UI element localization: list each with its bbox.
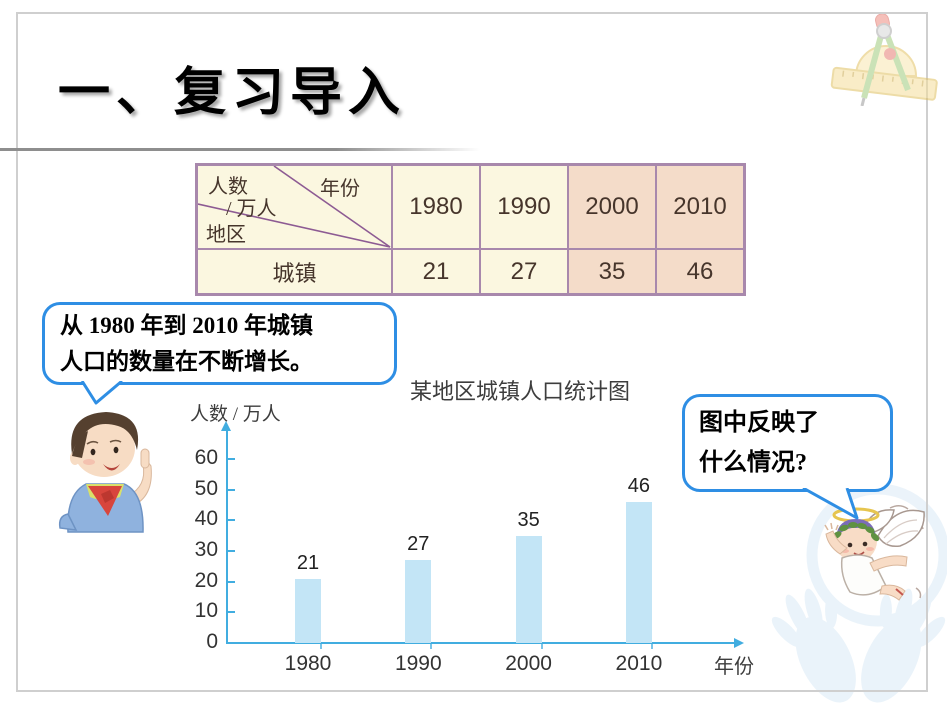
- speech-bubble-right-tail: [802, 488, 859, 520]
- compass-ruler-icon: [830, 14, 938, 106]
- x-axis-arrow-icon: [734, 638, 744, 648]
- table-value-2000: 35: [568, 249, 656, 294]
- corner-label-unit2: / 万人: [226, 198, 277, 220]
- y-tick-label: 10: [194, 599, 218, 623]
- x-tick: [430, 643, 433, 649]
- bar: [625, 501, 652, 643]
- speech-bubble-right-line1: 图中反映了: [699, 410, 819, 436]
- x-axis: [226, 642, 736, 644]
- speech-bubble-right: 图中反映了 什么情况?: [682, 394, 893, 492]
- y-tick: [228, 549, 235, 552]
- bar-value-label: 21: [296, 551, 320, 574]
- corner-label-year: 年份: [320, 178, 360, 200]
- y-tick-label: 20: [194, 568, 218, 592]
- hands-circle-watermark-icon: [771, 483, 947, 703]
- table-header-2010: 2010: [656, 165, 744, 249]
- y-tick-label: 50: [194, 476, 218, 500]
- slide-border-frame: [16, 12, 928, 692]
- bar: [515, 535, 542, 643]
- bar-value-label: 27: [407, 533, 430, 556]
- chart-x-axis-label: 年份: [714, 656, 754, 678]
- speech-bubble-left: 从 1980 年到 2010 年城镇 人口的数量在不断增长。: [42, 302, 397, 385]
- angel-character-icon: [824, 505, 925, 601]
- y-tick: [228, 519, 235, 522]
- table-header-2000: 2000: [568, 165, 656, 249]
- y-tick: [228, 488, 235, 491]
- x-tick: [320, 643, 322, 649]
- x-category-label: 2010: [615, 652, 663, 675]
- y-tick-label: 40: [194, 507, 218, 531]
- bar-value-label: 35: [517, 508, 540, 531]
- table-header-1980: 1980: [392, 165, 480, 249]
- title-divider-line: [0, 148, 480, 151]
- bar: [405, 560, 432, 643]
- table-row-label: 城镇: [197, 249, 392, 294]
- speech-bubble-left-tail: [80, 381, 123, 405]
- chart-title: 某地区城镇人口统计图: [409, 379, 630, 404]
- x-category-label: 2000: [505, 652, 552, 675]
- x-category-label: 1990: [394, 652, 442, 675]
- corner-label-region: 地区: [206, 224, 246, 246]
- y-tick: [228, 642, 235, 644]
- y-tick: [228, 580, 235, 583]
- x-category-label: 1980: [284, 652, 332, 675]
- y-tick-label: 30: [194, 537, 218, 561]
- y-tick-label: 0: [206, 630, 218, 653]
- chart-y-axis-label: 人数 / 万人: [190, 404, 281, 425]
- slide-title: 一、复习导入: [58, 65, 407, 122]
- table-value-2010: 46: [656, 249, 744, 294]
- speech-bubble-right-line2: 什么情况?: [699, 450, 807, 476]
- corner-label-unit1: 人数: [208, 176, 248, 198]
- table-value-1980: 21: [392, 249, 480, 294]
- population-table: 人数 / 万人 年份 地区 1980 1990 2000 2010 城镇 21 …: [195, 163, 746, 296]
- table-corner-cell: 人数 / 万人 年份 地区: [197, 165, 392, 249]
- y-axis: [226, 430, 228, 643]
- diagonal-divider: [198, 166, 391, 248]
- bar: [295, 578, 321, 643]
- table-header-1990: 1990: [480, 165, 568, 249]
- table-value-1990: 27: [480, 249, 568, 294]
- y-tick: [228, 611, 235, 614]
- x-tick: [650, 643, 653, 649]
- y-tick: [228, 457, 235, 460]
- y-axis-arrow-icon: [221, 421, 231, 431]
- speech-bubble-left-line1: 从 1980 年到 2010 年城镇: [60, 312, 313, 338]
- y-tick-label: 60: [194, 445, 218, 469]
- speech-bubble-left-line2: 人口的数量在不断增长。: [60, 348, 313, 374]
- bar-value-label: 46: [627, 474, 651, 497]
- boy-character-icon: [58, 412, 152, 533]
- x-tick: [540, 643, 543, 649]
